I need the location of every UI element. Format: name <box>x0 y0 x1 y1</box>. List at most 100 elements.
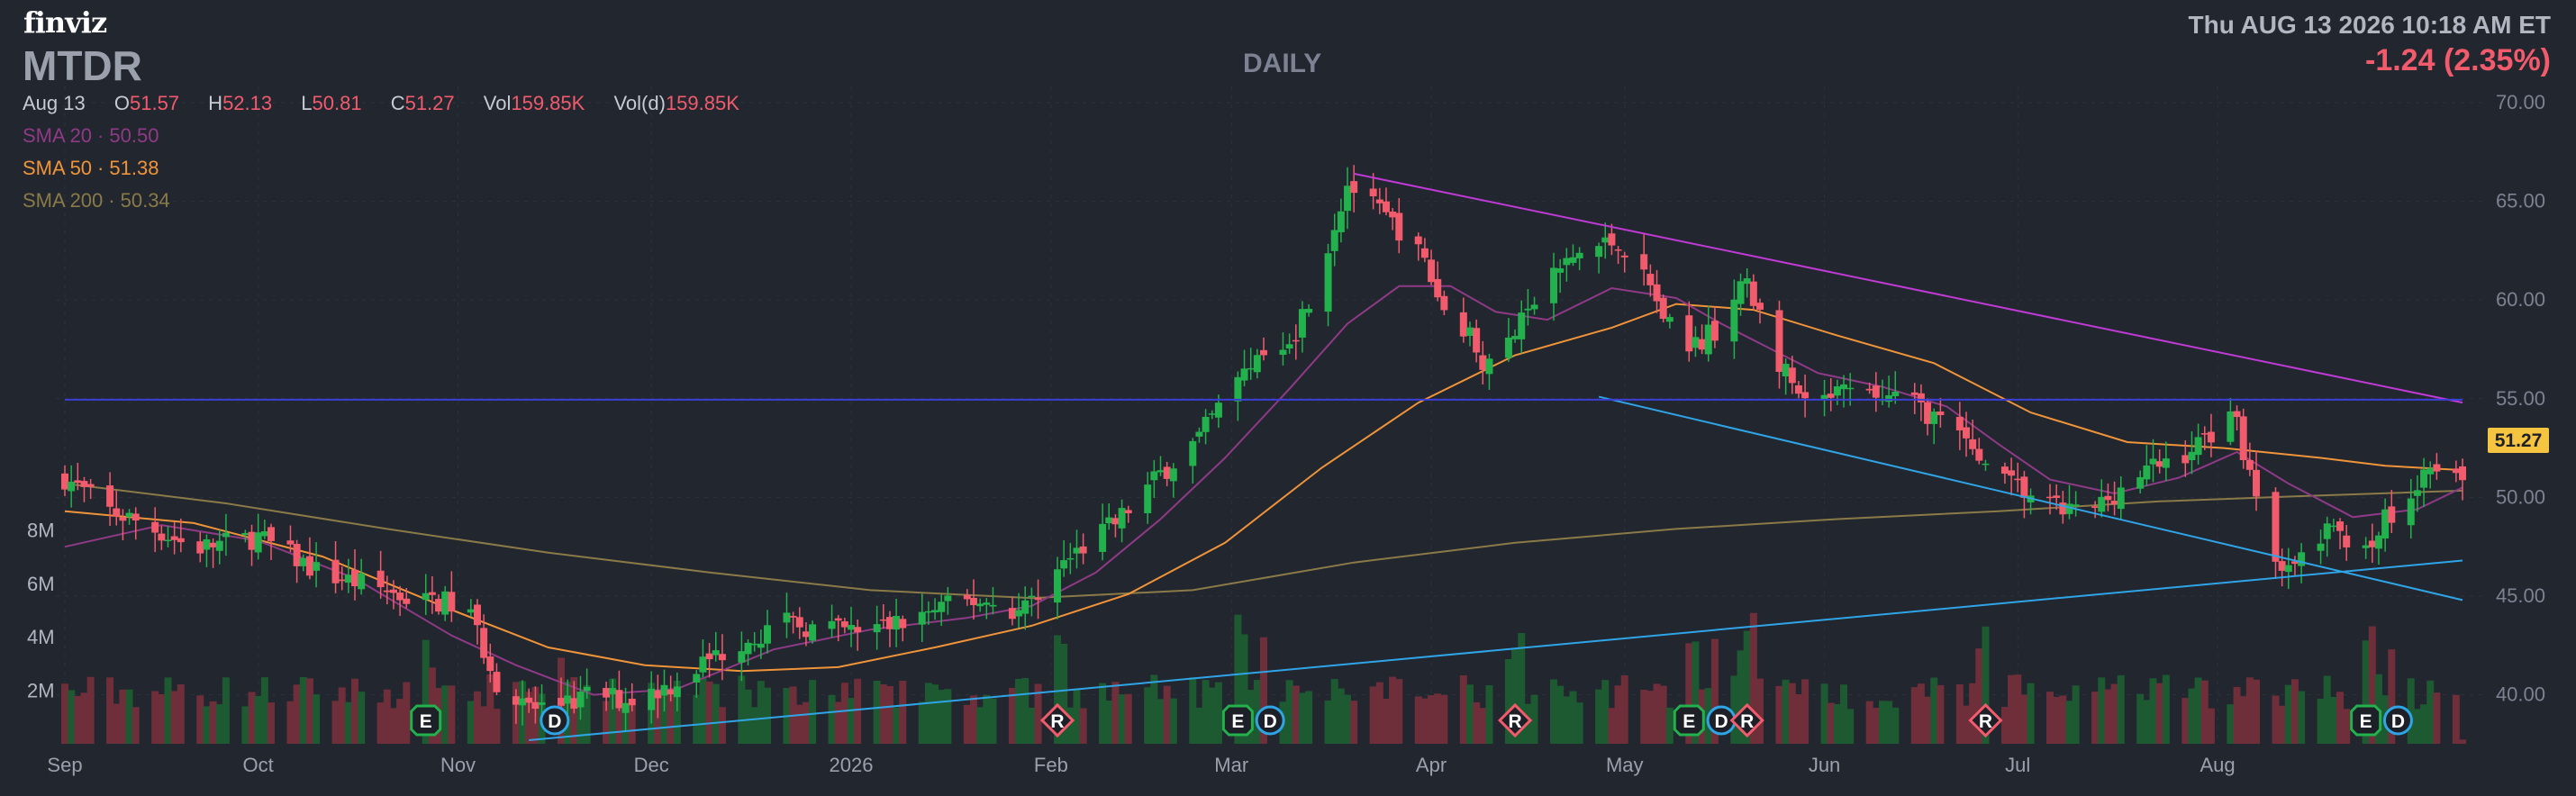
sma50-legend[interactable]: SMA 50 · 51.38 <box>23 157 159 179</box>
candle-body <box>744 642 752 655</box>
candle-body <box>358 573 366 590</box>
volume-bar <box>1891 707 1900 744</box>
candle-body <box>1479 355 1487 370</box>
candle-body <box>1465 327 1474 336</box>
volume-bar <box>125 689 133 744</box>
volume-bar <box>1530 694 1538 744</box>
close-label: C <box>390 92 405 114</box>
volume-bar <box>893 707 901 744</box>
candle-body <box>383 590 391 592</box>
candle-body <box>1079 546 1087 554</box>
candle-body <box>299 557 307 566</box>
sma20-legend[interactable]: SMA 20 · 50.50 <box>23 124 159 147</box>
volume-bar <box>1324 700 1332 744</box>
event-marker-R[interactable]: R <box>1729 702 1764 738</box>
volume-bar <box>1195 707 1203 744</box>
event-marker-E[interactable]: E <box>1673 704 1705 737</box>
volume-bar <box>2053 696 2061 744</box>
candle-body <box>215 540 223 551</box>
candle-body <box>2426 467 2435 475</box>
volume-bar <box>2290 679 2299 744</box>
volume-bar <box>267 702 275 744</box>
volume-bar <box>422 639 430 744</box>
volume-bar <box>215 704 223 744</box>
event-marker-text: E <box>1683 711 1695 732</box>
volume-bar <box>2407 678 2415 744</box>
volume-bar <box>1982 626 1990 744</box>
candle-body <box>2323 523 2331 539</box>
volume-bar <box>2117 674 2125 744</box>
candle-body <box>177 538 185 543</box>
close-value: 51.27 <box>404 92 455 114</box>
candle-body <box>1208 413 1216 415</box>
candle-body <box>983 602 991 605</box>
sma200-legend[interactable]: SMA 200 · 50.34 <box>23 189 170 212</box>
candle-body <box>1659 297 1667 320</box>
candle-body <box>603 688 611 698</box>
volume-bar <box>1962 705 1970 744</box>
low-label: L <box>301 92 313 114</box>
candle-body <box>86 484 95 487</box>
volume-bar <box>2110 683 2118 744</box>
event-marker-E[interactable]: E <box>2350 704 2382 737</box>
candle-body <box>1891 392 1900 397</box>
candle-body <box>1028 595 1036 598</box>
candle-body <box>648 688 656 710</box>
candle-body <box>828 620 836 629</box>
volume-bar <box>1298 692 1306 744</box>
volume-bar <box>1015 678 1023 744</box>
event-marker-D[interactable]: D <box>2382 705 2413 736</box>
candle-body <box>286 540 295 545</box>
candle-body <box>1692 337 1700 348</box>
candle-body <box>1930 412 1938 424</box>
candle-body <box>2072 504 2080 507</box>
finviz-logo[interactable]: finviz <box>23 5 107 40</box>
candle-body <box>486 656 494 672</box>
candle-body <box>2388 506 2396 523</box>
candle-body <box>2091 506 2100 509</box>
candle-body <box>170 536 178 540</box>
candle-body <box>558 698 566 706</box>
event-marker-R[interactable]: R <box>1968 702 2003 738</box>
candle-body <box>2245 459 2254 470</box>
event-marker-D[interactable]: D <box>1255 705 1285 736</box>
candle-body <box>1614 249 1622 251</box>
candle-body <box>241 532 249 536</box>
candle-body <box>2452 468 2460 474</box>
candle-body <box>1743 278 1751 285</box>
volume-bar <box>2072 685 2080 744</box>
candle-body <box>2227 411 2235 442</box>
candle-body <box>2065 503 2073 514</box>
volume-bar <box>170 691 178 744</box>
candle-body <box>2046 496 2054 499</box>
volume-bar <box>583 684 591 744</box>
event-marker-E[interactable]: E <box>1221 704 1254 737</box>
candle-body <box>1756 303 1764 310</box>
event-marker-R[interactable]: R <box>1497 702 1533 738</box>
volume-bar <box>493 709 501 744</box>
candle-body <box>2233 411 2241 418</box>
event-marker-E[interactable]: E <box>410 704 442 737</box>
candle-body <box>422 592 430 601</box>
event-marker-D[interactable]: D <box>540 705 570 736</box>
candle-body <box>1569 257 1577 263</box>
volume-bar <box>2162 674 2170 744</box>
volume-bar <box>1788 683 1796 744</box>
candle-body <box>1214 403 1222 418</box>
event-marker-text: R <box>1979 711 1992 732</box>
volume-bar <box>609 678 617 744</box>
volume-bar <box>1144 687 1152 744</box>
candle-body <box>1788 367 1796 384</box>
candle-body <box>396 592 404 601</box>
candle-body <box>1737 281 1745 304</box>
volume-bar <box>1504 658 1512 744</box>
candle-body <box>151 521 159 533</box>
candle-body <box>1169 468 1177 482</box>
event-marker-R[interactable]: R <box>1039 702 1075 738</box>
trendlines[interactable] <box>65 172 2463 741</box>
candle-body <box>660 684 668 696</box>
candle-body <box>854 627 862 633</box>
event-marker-shape <box>1255 705 1285 736</box>
